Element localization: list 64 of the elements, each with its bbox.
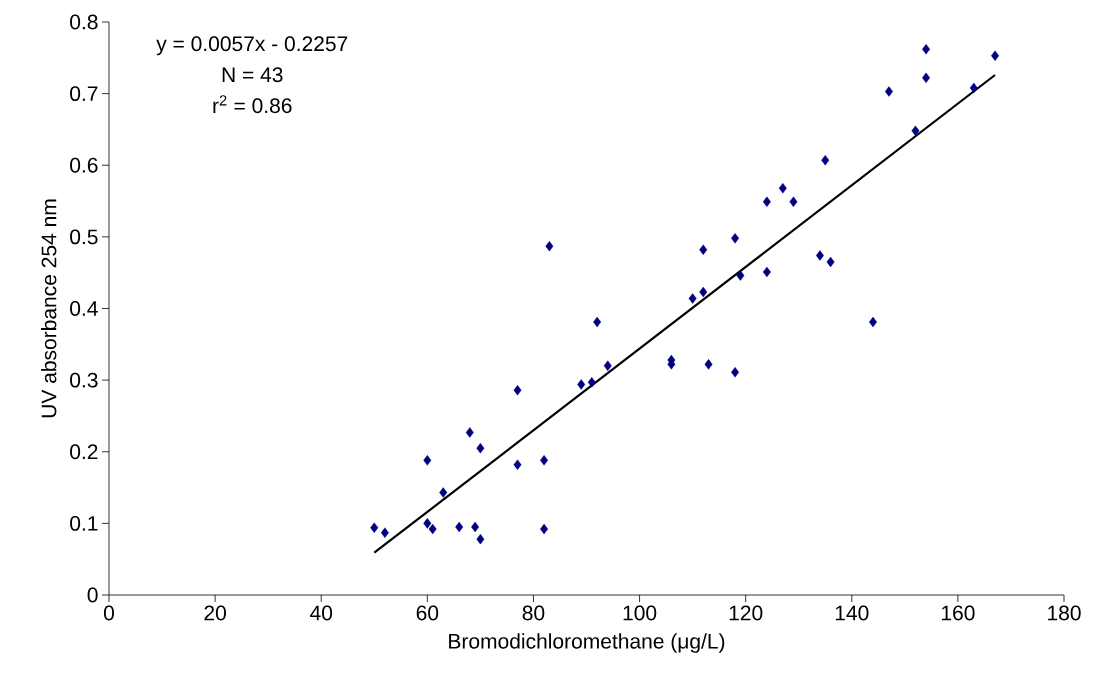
point [762,266,771,278]
point [423,518,432,529]
point [370,522,379,533]
y-tick-label: 0.4 [70,301,98,316]
point [603,360,612,371]
point [762,196,771,207]
point [540,523,549,535]
annotation: r$^{2}$ = 0.86 [213,95,292,114]
y-tick-label: 0.3 [70,372,98,388]
x-tick-label: 180 [1048,605,1081,621]
point [465,427,474,438]
y-tick-label: 0.6 [70,157,98,173]
point [439,487,448,498]
point [545,240,554,252]
y-tick-label: 0.5 [70,229,98,245]
point [704,359,713,370]
point [969,82,978,94]
point [991,50,999,61]
x-tick-label: 60 [416,605,439,621]
point [731,233,740,244]
point [816,250,824,261]
point [476,442,485,454]
point [540,455,549,466]
annotation: N = 43 [222,67,283,83]
y-tick-label: 0.8 [70,14,98,30]
y-tick-label: 0.2 [70,444,98,460]
x-tick-label: 140 [835,605,869,621]
point [587,377,596,388]
point [513,384,522,396]
x-tick-label: 100 [623,605,657,621]
x-tick-label: 120 [729,605,763,621]
point [731,367,740,378]
point [688,293,697,304]
x-tick-label: 80 [522,605,545,621]
x-tick-label: 20 [204,605,226,621]
x-axis-title: Bromodichloromethane (μg/L) [449,633,725,653]
x-tick-label: 0 [103,605,115,621]
point [593,316,602,328]
y-tick-label: 0.7 [70,86,98,102]
y-tick-label: 0.1 [70,515,98,531]
annotation: y = 0.0057x - 0.2257 [156,36,348,56]
point [513,459,522,470]
point [778,182,787,194]
point [455,521,464,533]
x-tick-label: 160 [941,605,975,621]
point [380,527,389,538]
y-tick-label: 0 [87,587,98,603]
point [577,379,586,390]
point [423,455,432,466]
point [428,523,437,535]
point [476,533,485,545]
point [471,521,480,533]
point [922,44,931,55]
point [736,270,745,281]
point [789,196,798,207]
point [826,256,835,268]
point [699,286,708,298]
point [884,86,893,97]
point [922,72,931,84]
point [821,155,830,166]
point [699,244,708,255]
y-axis-title: UV absorbance 254 nm [40,199,57,418]
x-tick-label: 40 [310,605,333,621]
point [911,125,920,137]
